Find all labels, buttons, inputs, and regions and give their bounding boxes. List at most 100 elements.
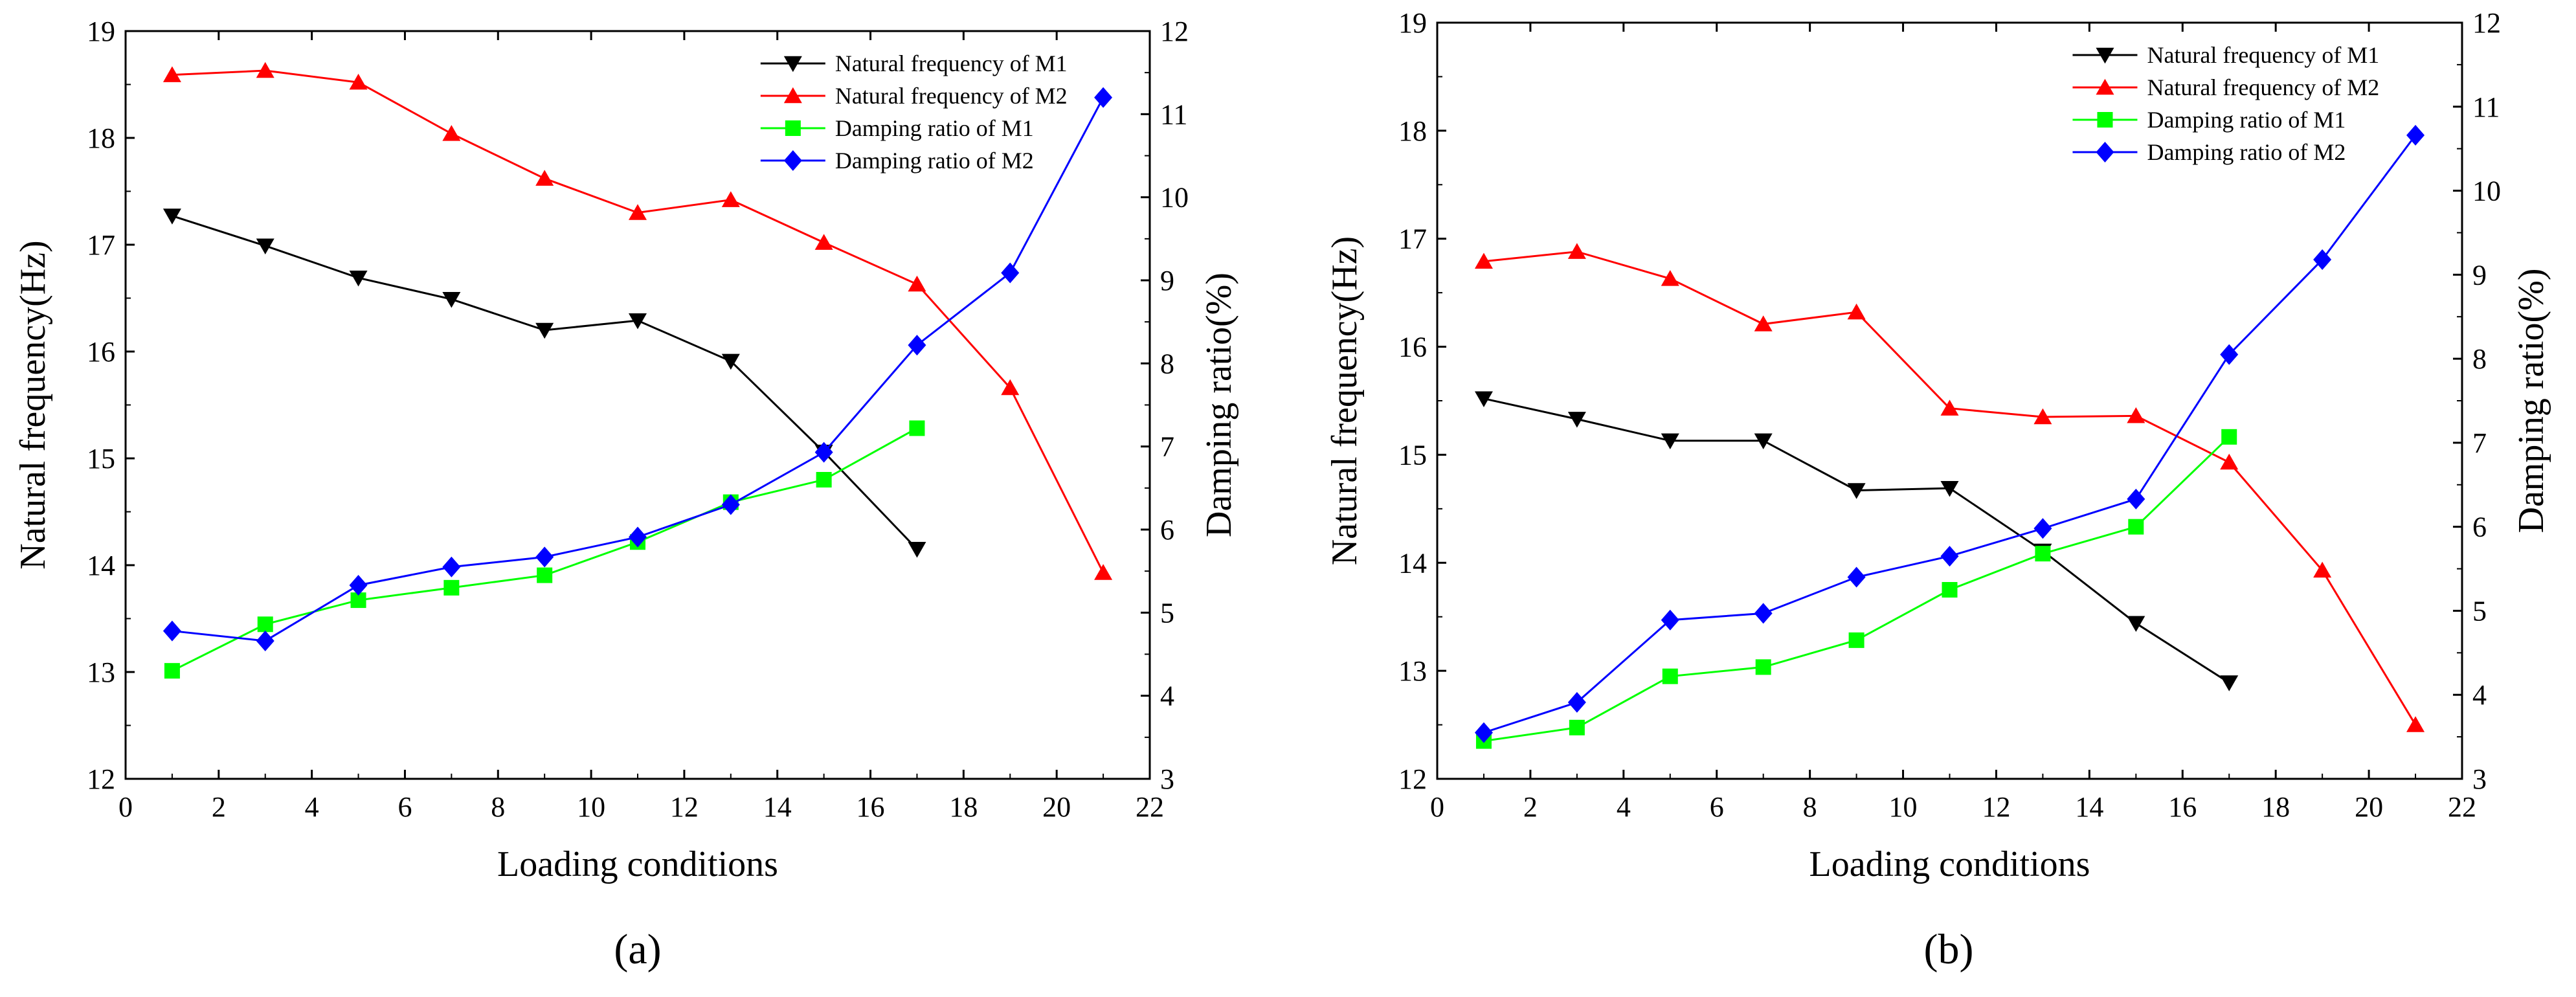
x-tick-label: 14 xyxy=(2075,791,2103,823)
x-tick-label: 12 xyxy=(1982,791,2010,823)
legend-marker-1 xyxy=(783,87,802,104)
y-left-tick-label: 19 xyxy=(1398,7,1427,39)
x-tick-label: 10 xyxy=(577,791,605,823)
y-right-tick-label: 11 xyxy=(2472,91,2500,123)
panel-label-b: (b) xyxy=(1924,926,1974,973)
data-point-series-3 xyxy=(2033,518,2052,539)
data-point-series-1 xyxy=(535,170,554,186)
legend-label-3: Damping ratio of M2 xyxy=(2147,139,2346,165)
data-point-series-0 xyxy=(908,542,926,558)
data-point-series-1 xyxy=(442,125,461,141)
y-right-tick-label: 12 xyxy=(2472,7,2501,39)
data-point-series-1 xyxy=(629,204,647,220)
y-right-tick-label: 10 xyxy=(1160,182,1189,214)
y-left-tick-label: 13 xyxy=(87,656,115,688)
data-point-series-1 xyxy=(908,275,926,292)
data-point-series-0 xyxy=(162,208,181,225)
legend-marker-0 xyxy=(2096,47,2114,64)
data-point-series-3 xyxy=(535,546,554,568)
x-tick-label: 22 xyxy=(2448,791,2476,823)
data-point-series-0 xyxy=(256,238,274,254)
x-tick-label: 8 xyxy=(491,791,505,823)
data-point-series-0 xyxy=(2127,616,2145,633)
x-tick-label: 16 xyxy=(2168,791,2197,823)
data-point-series-0 xyxy=(1940,480,1959,497)
x-tick-label: 2 xyxy=(212,791,226,823)
y-right-tick-label: 4 xyxy=(2472,679,2487,711)
data-point-series-0 xyxy=(535,322,554,339)
y-left-tick-label: 18 xyxy=(1398,115,1427,147)
y-right-tick-label: 8 xyxy=(1160,348,1174,379)
y-right-tick-label: 3 xyxy=(2472,763,2487,795)
x-tick-label: 14 xyxy=(763,791,792,823)
y-right-tick-label: 5 xyxy=(1160,597,1174,629)
y-left-tick-label: 12 xyxy=(1398,763,1427,795)
chart-panel-a: 0 2 4 6 8 10 12 14 16 18 20 22 12 13 14 15 16 17 18 19 3 4 5 6 7… xyxy=(13,16,1239,973)
data-point-series-0 xyxy=(2220,675,2239,691)
data-point-series-3 xyxy=(162,620,181,642)
legend-label-1: Natural frequency of M2 xyxy=(835,83,1068,109)
y-right-tick-label: 11 xyxy=(1160,98,1187,130)
data-point-series-1 xyxy=(1847,303,1866,320)
series-2 xyxy=(1475,429,2237,749)
y-left-tick-label: 19 xyxy=(87,16,115,47)
data-point-series-3 xyxy=(721,494,740,515)
data-point-series-1 xyxy=(2406,716,2425,732)
y-left-tick-label: 16 xyxy=(87,336,115,368)
data-point-series-1 xyxy=(2313,561,2332,578)
y-left-tick-label: 16 xyxy=(1398,331,1427,363)
data-point-series-3 xyxy=(2406,124,2425,146)
x-tick-label: 10 xyxy=(1889,791,1918,823)
x-tick-label: 20 xyxy=(1042,791,1071,823)
y-left-axis-label: Natural frequency(Hz) xyxy=(13,240,53,569)
data-point-series-3 xyxy=(2220,344,2239,365)
y-right-tick-label: 6 xyxy=(2472,511,2487,543)
data-point-series-2 xyxy=(2128,519,2144,535)
data-point-series-2 xyxy=(909,420,925,436)
data-point-series-3 xyxy=(1474,722,1493,743)
y-left-tick-label: 15 xyxy=(87,443,115,475)
data-point-series-3 xyxy=(1001,262,1020,284)
y-left-tick-label: 15 xyxy=(1398,439,1427,471)
x-tick-label: 6 xyxy=(398,791,412,823)
y-left-tick-label: 17 xyxy=(1398,223,1427,255)
legend-label-2: Damping ratio of M1 xyxy=(2147,107,2346,133)
data-point-series-2 xyxy=(257,616,273,633)
data-point-series-3 xyxy=(629,526,647,548)
data-point-series-0 xyxy=(1661,433,1679,450)
y-right-tick-label: 12 xyxy=(1160,16,1189,47)
data-point-series-3 xyxy=(1754,603,1773,624)
x-tick-label: 0 xyxy=(118,791,133,823)
data-point-series-2 xyxy=(443,579,460,596)
data-point-series-3 xyxy=(814,442,833,463)
series-3 xyxy=(162,87,1113,651)
data-point-series-2 xyxy=(2221,429,2237,445)
panel-label-a: (a) xyxy=(614,926,661,973)
data-point-series-2 xyxy=(164,663,180,679)
data-point-series-2 xyxy=(816,472,832,487)
data-point-series-1 xyxy=(162,66,181,82)
data-point-series-0 xyxy=(1474,391,1493,407)
x-tick-label: 2 xyxy=(1523,791,1538,823)
data-point-series-0 xyxy=(1567,412,1586,428)
data-point-series-3 xyxy=(908,335,926,356)
x-axis-label: Loading conditions xyxy=(497,844,778,884)
data-point-series-3 xyxy=(1847,566,1866,588)
x-tick-label: 18 xyxy=(2261,791,2290,823)
data-point-series-3 xyxy=(349,574,368,596)
data-point-series-2 xyxy=(1569,719,1585,735)
series-3 xyxy=(1474,124,2425,743)
x-tick-label: 16 xyxy=(857,791,885,823)
data-point-series-2 xyxy=(1942,582,1958,598)
data-point-series-3 xyxy=(1094,87,1113,108)
y-left-tick-label: 13 xyxy=(1398,655,1427,687)
x-tick-label: 0 xyxy=(1430,791,1444,823)
data-point-series-0 xyxy=(442,291,461,308)
legend: Natural frequency of M1 Natural frequency… xyxy=(2072,42,2379,165)
data-point-series-3 xyxy=(256,630,274,651)
data-point-series-1 xyxy=(814,234,833,250)
y-right-tick-label: 3 xyxy=(1160,763,1174,795)
series-1 xyxy=(1474,243,2425,732)
y-left-tick-label: 18 xyxy=(87,122,115,154)
